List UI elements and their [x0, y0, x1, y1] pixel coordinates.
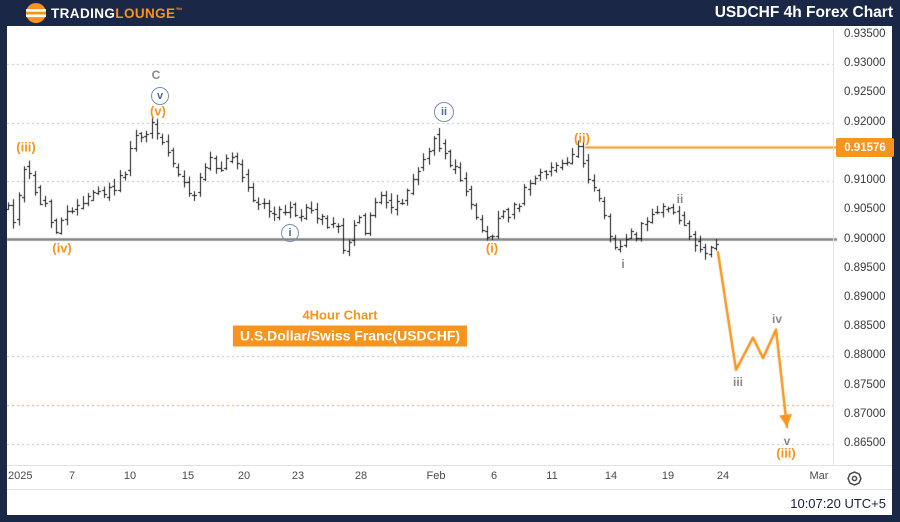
- x-axis-label: Mar: [809, 470, 829, 482]
- wave-label-gray: i: [621, 257, 625, 271]
- x-axis-label: 23: [291, 470, 305, 482]
- x-axis-label: 20: [237, 470, 251, 482]
- page-title: USDCHF 4h Forex Chart: [714, 4, 893, 21]
- price-level-badge: 0.91576: [836, 138, 894, 157]
- wave-label-orange: (iv): [52, 240, 72, 256]
- x-axis-label: 10: [123, 470, 137, 482]
- y-axis-label: 0.92000: [844, 115, 886, 128]
- y-axis-label: 0.93000: [844, 57, 886, 70]
- y-axis-label: 0.89000: [844, 290, 886, 303]
- y-axis-label: 0.90000: [844, 232, 886, 245]
- trading-lounge-icon: [26, 3, 46, 23]
- axis-divider-vertical: [833, 28, 834, 465]
- wave-label-gray: C: [151, 68, 161, 82]
- y-axis-label: 0.91000: [844, 174, 886, 187]
- x-axis-label: 2025: [8, 470, 33, 482]
- y-axis-label: 0.87000: [844, 407, 886, 420]
- logo-text: TRADINGLOUNGE™: [51, 6, 183, 21]
- wave-label-gray: iii: [732, 375, 744, 389]
- wave-label-orange: (v): [150, 103, 166, 119]
- axis-divider-bottom: [7, 489, 892, 490]
- wave-label-circled: v: [151, 87, 169, 105]
- logo-text-secondary: LOUNGE: [115, 5, 176, 21]
- wave-label-orange: (ii): [574, 130, 590, 146]
- bottom-bar: [0, 515, 900, 522]
- y-axis-label: 0.90500: [844, 203, 886, 216]
- axis-settings-gear-icon[interactable]: [845, 469, 864, 488]
- timeframe-caption: 4Hour Chart: [302, 307, 378, 323]
- clock-timestamp: 10:07:20 UTC+5: [790, 496, 886, 511]
- x-axis-label: 15: [181, 470, 195, 482]
- wave-label-circled: ii: [434, 102, 454, 122]
- instrument-caption: U.S.Dollar/Swiss Franc(USDCHF): [232, 325, 468, 347]
- logo-trademark: ™: [175, 7, 183, 14]
- wave-label-orange: (iii): [776, 445, 796, 461]
- y-axis-label: 0.92500: [844, 86, 886, 99]
- y-axis-label: 0.89500: [844, 261, 886, 274]
- y-axis-label: 0.87500: [844, 378, 886, 391]
- wave-label-orange: (iii): [16, 139, 36, 155]
- x-axis-label: Feb: [426, 470, 446, 482]
- y-axis-label: 0.86500: [844, 437, 886, 449]
- trading-lounge-logo[interactable]: TRADINGLOUNGE™: [26, 2, 183, 24]
- wave-label-gray: ii: [676, 192, 684, 206]
- x-axis-label: 14: [604, 470, 618, 482]
- wave-label-circled: i: [281, 224, 299, 242]
- y-axis-label: 0.93500: [844, 28, 886, 40]
- wave-label-gray: iv: [771, 312, 783, 326]
- top-bar: TRADINGLOUNGE™ USDCHF 4h Forex Chart: [0, 0, 900, 26]
- y-axis-label: 0.88500: [844, 320, 886, 333]
- logo-text-primary: TRADING: [51, 5, 116, 21]
- x-axis-label: 19: [661, 470, 675, 482]
- wave-label-orange: (i): [485, 240, 499, 256]
- wave-label-gray: v: [783, 434, 791, 448]
- x-axis-label: 28: [354, 470, 368, 482]
- x-axis-label: 6: [490, 470, 498, 482]
- x-axis-label: 24: [716, 470, 730, 482]
- axis-divider-top: [7, 465, 892, 466]
- x-axis-label: 11: [546, 470, 558, 482]
- x-axis-label: 7: [68, 470, 76, 482]
- y-axis-label: 0.88000: [844, 349, 886, 362]
